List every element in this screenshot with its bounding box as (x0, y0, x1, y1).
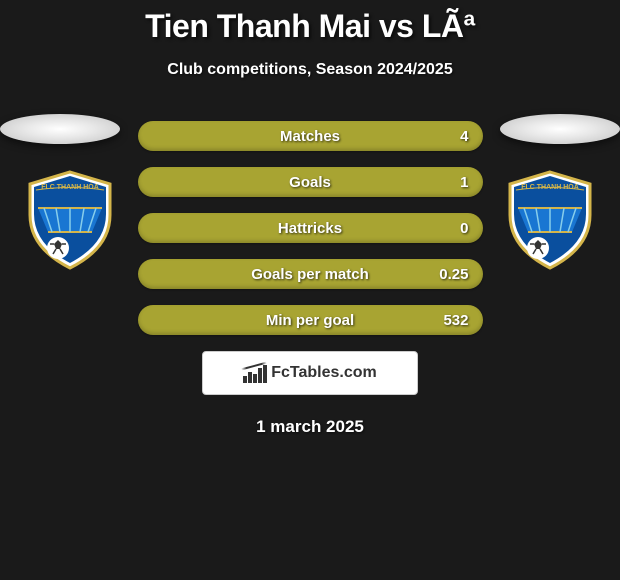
svg-text:FLC THANH HÓA: FLC THANH HÓA (41, 182, 99, 191)
stat-row-goals-per-match: Goals per match 0.25 (138, 259, 483, 289)
stat-value: 4 (460, 128, 468, 145)
stat-rows: Matches 4 Goals 1 Hattricks 0 Goals per … (138, 121, 483, 335)
stat-value: 532 (443, 312, 468, 329)
shield-icon: FLC THANH HÓA (500, 170, 600, 270)
shield-icon: FLC THANH HÓA (20, 170, 120, 270)
stat-label: Matches (280, 128, 340, 145)
svg-text:FLC THANH HÓA: FLC THANH HÓA (521, 182, 579, 191)
chart-icon (243, 363, 267, 383)
stat-row-goals: Goals 1 (138, 167, 483, 197)
subtitle: Club competitions, Season 2024/2025 (0, 61, 620, 79)
stat-value: 0.25 (439, 266, 468, 283)
date-text: 1 march 2025 (0, 417, 620, 437)
fctables-watermark: FcTables.com (202, 351, 418, 395)
stat-row-min-per-goal: Min per goal 532 (138, 305, 483, 335)
stat-label: Min per goal (266, 312, 354, 329)
club-logo-right: FLC THANH HÓA (500, 170, 600, 270)
page-title: Tien Thanh Mai vs LÃª (0, 0, 620, 45)
main-container: Tien Thanh Mai vs LÃª Club competitions,… (0, 0, 620, 580)
stat-label: Hattricks (278, 220, 342, 237)
player-badge-left (0, 114, 120, 144)
fctables-label: FcTables.com (271, 364, 377, 382)
stat-value: 1 (460, 174, 468, 191)
stat-value: 0 (460, 220, 468, 237)
stat-row-hattricks: Hattricks 0 (138, 213, 483, 243)
player-badge-right (500, 114, 620, 144)
stat-label: Goals (289, 174, 331, 191)
stat-row-matches: Matches 4 (138, 121, 483, 151)
club-logo-left: FLC THANH HÓA (20, 170, 120, 270)
stat-label: Goals per match (251, 266, 369, 283)
